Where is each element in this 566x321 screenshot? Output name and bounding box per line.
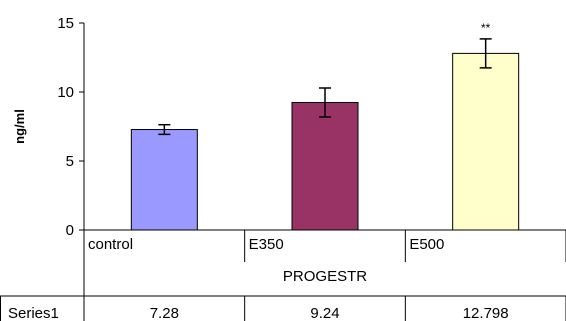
table-series-label: Series1 xyxy=(8,305,59,321)
bar-control xyxy=(130,129,198,231)
y-axis-label: ng/ml xyxy=(12,109,27,144)
x-axis-title: PROGESTR xyxy=(283,268,367,285)
bar-E500 xyxy=(452,52,520,231)
bar-E350 xyxy=(291,101,359,231)
x-category-label: control xyxy=(88,236,133,253)
y-tick-label: 0 xyxy=(66,222,74,239)
y-tick-label: 10 xyxy=(57,84,74,101)
significance-marker: ** xyxy=(481,21,491,35)
x-category-label: E500 xyxy=(409,236,444,253)
y-tick-label: 15 xyxy=(57,15,74,32)
x-category-label: E350 xyxy=(249,236,284,253)
table-value-cell: 12.798 xyxy=(463,305,509,321)
y-tick-label: 5 xyxy=(66,153,74,170)
table-value-cell: 9.24 xyxy=(310,305,339,321)
chart-bars: ** xyxy=(130,21,520,231)
data-table: control E350 E500 PROGESTR Series1 7.28 9.24 12… xyxy=(0,230,566,321)
table-value-cell: 7.28 xyxy=(150,305,179,321)
